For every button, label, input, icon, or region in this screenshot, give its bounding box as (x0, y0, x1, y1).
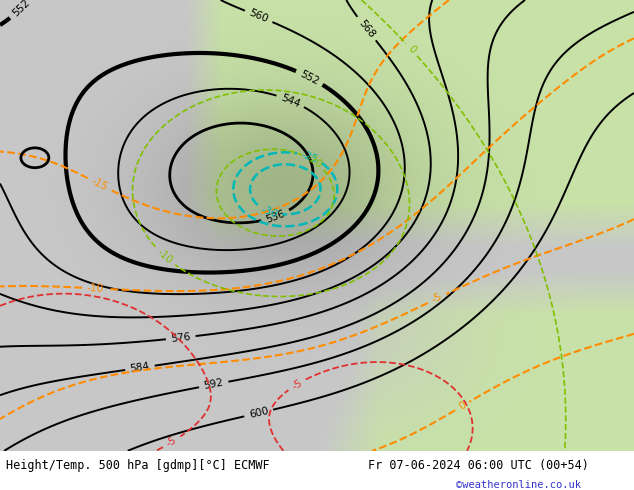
Text: 0: 0 (406, 44, 417, 55)
Text: -20: -20 (304, 152, 323, 171)
Text: -5: -5 (165, 435, 179, 449)
Text: -5: -5 (430, 292, 444, 305)
Text: -25: -25 (301, 149, 320, 165)
Text: -15: -15 (90, 176, 110, 193)
Text: 592: 592 (203, 378, 224, 391)
Text: Fr 07-06-2024 06:00 UTC (00+54): Fr 07-06-2024 06:00 UTC (00+54) (368, 459, 588, 472)
Text: -30: -30 (260, 204, 279, 219)
Text: 0: 0 (457, 400, 468, 412)
Text: 568: 568 (356, 18, 377, 40)
Text: 584: 584 (129, 362, 150, 374)
Text: 552: 552 (11, 0, 32, 19)
Text: -5: -5 (290, 377, 304, 392)
Text: 552: 552 (299, 69, 321, 86)
Text: 600: 600 (248, 406, 269, 420)
Text: -10: -10 (155, 247, 174, 266)
Text: 544: 544 (280, 92, 302, 109)
Text: Height/Temp. 500 hPa [gdmp][°C] ECMWF: Height/Temp. 500 hPa [gdmp][°C] ECMWF (6, 459, 270, 472)
Text: -10: -10 (87, 283, 104, 294)
Text: 536: 536 (264, 208, 287, 224)
Text: ©weatheronline.co.uk: ©weatheronline.co.uk (456, 480, 581, 490)
Text: 560: 560 (248, 8, 269, 24)
Text: 576: 576 (171, 332, 191, 344)
